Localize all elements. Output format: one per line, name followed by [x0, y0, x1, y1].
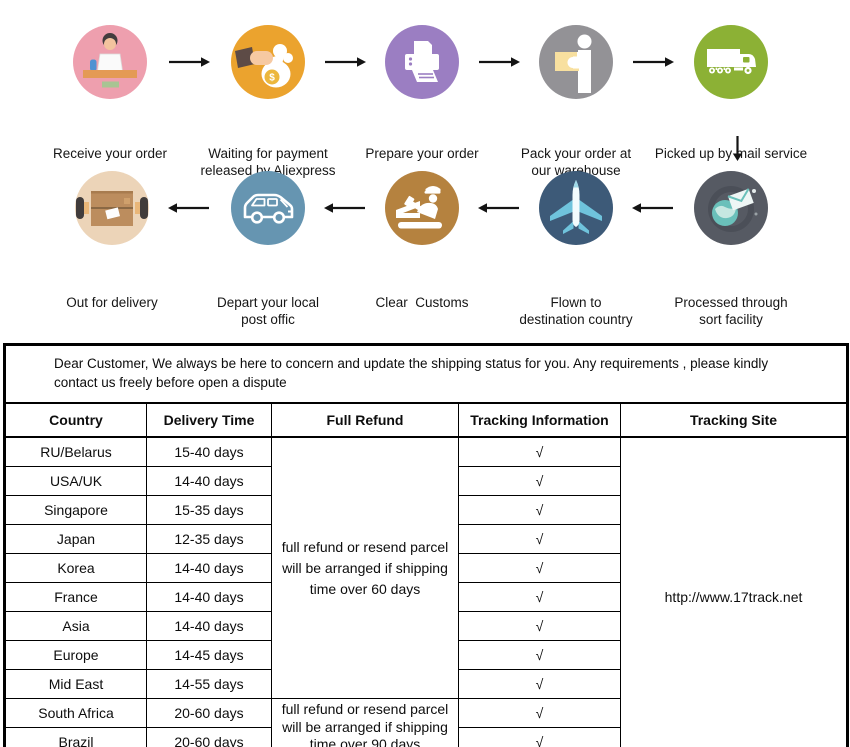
flow-step-label: Flown to destination country: [519, 295, 633, 327]
delivery-cell: 14-40 days: [146, 582, 272, 612]
shipping-flow-diagram: Receive your order $ Waiting for payment…: [0, 0, 850, 344]
printer-icon: [385, 25, 459, 99]
arrow-right-icon: [633, 57, 674, 67]
arrow-right-icon: [325, 57, 366, 67]
tracking-check-cell: √: [458, 553, 621, 583]
col-header-full-refund: Full Refund: [271, 402, 459, 438]
flow-step-out-for-delivery: Out for delivery: [35, 171, 189, 345]
tracking-check-cell: √: [458, 611, 621, 641]
delivery-cell: 14-40 days: [146, 553, 272, 583]
country-cell: Korea: [4, 553, 147, 583]
money-bag-icon: $: [231, 25, 305, 99]
tracking-check-cell: √: [458, 495, 621, 525]
flow-step-label: Clear Customs: [375, 295, 469, 310]
col-header-country: Country: [4, 402, 147, 438]
arrow-left-icon: [324, 203, 365, 213]
notice-line: contact us freely before open a dispute: [54, 375, 287, 390]
table-row: France 14-40 days √: [4, 582, 848, 612]
flow-step-label: Receive your order: [52, 146, 168, 161]
delivery-cell: 20-60 days: [146, 698, 272, 728]
tracking-check-cell: √: [458, 466, 621, 496]
country-cell: Europe: [4, 640, 147, 670]
delivery-cell: 12-35 days: [146, 524, 272, 554]
delivery-cell: 15-35 days: [146, 495, 272, 525]
notice-row: Dear Customer, We always be here to conc…: [3, 344, 849, 404]
col-header-tracking-information: Tracking Information: [458, 402, 621, 438]
flow-step-label: Waiting for payment released by Aliexpres…: [200, 146, 336, 178]
country-cell: USA/UK: [4, 466, 147, 496]
table-row: Brazil 20-60 days √: [4, 727, 848, 747]
country-cell: France: [4, 582, 147, 612]
refund-policy-60-cell: full refund or resend parcel will be arr…: [271, 436, 459, 699]
flow-step-waiting-payment: $ Waiting for payment released by Aliexpr…: [191, 25, 345, 213]
flow-step-clear-customs: Clear Customs: [345, 171, 499, 345]
flow-step-label: Prepare your order: [365, 146, 479, 161]
arrow-left-icon: [168, 203, 209, 213]
table-row: USA/UK 14-40 days √: [4, 466, 848, 496]
country-cell: Singapore: [4, 495, 147, 525]
tracking-check-cell: √: [458, 582, 621, 612]
delivery-cell: 14-55 days: [146, 669, 272, 699]
flow-step-label: Out for delivery: [66, 295, 158, 310]
delivery-cell: 14-40 days: [146, 611, 272, 641]
flow-step-flown: Flown to destination country: [499, 171, 653, 362]
shipping-table: Dear Customer, We always be here to conc…: [3, 343, 850, 747]
arrow-right-icon: [169, 57, 210, 67]
table-row: Japan 12-35 days √: [4, 524, 848, 554]
tracking-check-cell: √: [458, 698, 621, 728]
customs-officer-icon: [385, 171, 459, 245]
delivery-cell: 15-40 days: [146, 436, 272, 467]
country-cell: Mid East: [4, 669, 147, 699]
postal-van-icon: [231, 171, 305, 245]
person-at-desk-icon: [73, 25, 147, 99]
flow-step-label: Depart your local post offic: [216, 295, 320, 327]
flow-step-sort-facility: Processed through sort facility: [654, 171, 808, 362]
flow-step-depart-post-office: Depart your local post offic: [191, 171, 345, 362]
col-header-delivery-time: Delivery Time: [146, 402, 272, 438]
svg-text:$: $: [269, 73, 275, 84]
delivery-cell: 14-40 days: [146, 466, 272, 496]
tracking-check-cell: √: [458, 524, 621, 554]
arrow-right-icon: [479, 57, 520, 67]
tracking-check-cell: √: [458, 436, 621, 467]
country-cell: Japan: [4, 524, 147, 554]
person-with-box-icon: [539, 25, 613, 99]
mail-truck-icon: [694, 25, 768, 99]
notice-line: Dear Customer, We always be here to conc…: [54, 356, 769, 371]
arrow-left-icon: [478, 203, 519, 213]
arrow-down-icon: [732, 136, 743, 161]
delivery-cell: 20-60 days: [146, 727, 272, 747]
flow-step-receive-order: Receive your order: [33, 25, 187, 196]
package-on-wheels-icon: [75, 171, 149, 245]
tracking-check-cell: √: [458, 727, 621, 747]
tracking-check-cell: √: [458, 640, 621, 670]
table-row: Mid East 14-55 days √: [4, 669, 848, 699]
col-header-tracking-site: Tracking Site: [619, 402, 849, 438]
country-cell: Asia: [4, 611, 147, 641]
table-row: South Africa 20-60 days full refund or r…: [4, 698, 848, 747]
table-header-row: Country Delivery Time Full Refund Tracki…: [4, 402, 849, 438]
flow-step-picked-up: Picked up by mail service: [654, 25, 808, 196]
arrow-left-icon: [632, 203, 673, 213]
tracking-site-cell: http://www.17track.net: [619, 436, 849, 747]
table-row: RU/Belarus 15-40 days full refund or res…: [4, 436, 849, 747]
flow-step-prepare-order: Prepare your order: [345, 25, 499, 196]
delivery-cell: 14-45 days: [146, 640, 272, 670]
country-cell: RU/Belarus: [4, 436, 147, 467]
flow-step-label: Picked up by mail service: [654, 146, 808, 161]
airplane-icon: [539, 171, 613, 245]
refund-policy-90-cell: full refund or resend parcel will be arr…: [271, 698, 459, 747]
flow-step-label: Processed through sort facility: [674, 295, 788, 327]
globe-envelope-icon: [694, 171, 768, 245]
notice-cell: Dear Customer, We always be here to conc…: [3, 344, 849, 404]
country-cell: Brazil: [4, 727, 147, 747]
tracking-check-cell: √: [458, 669, 621, 699]
country-cell: South Africa: [4, 698, 147, 728]
